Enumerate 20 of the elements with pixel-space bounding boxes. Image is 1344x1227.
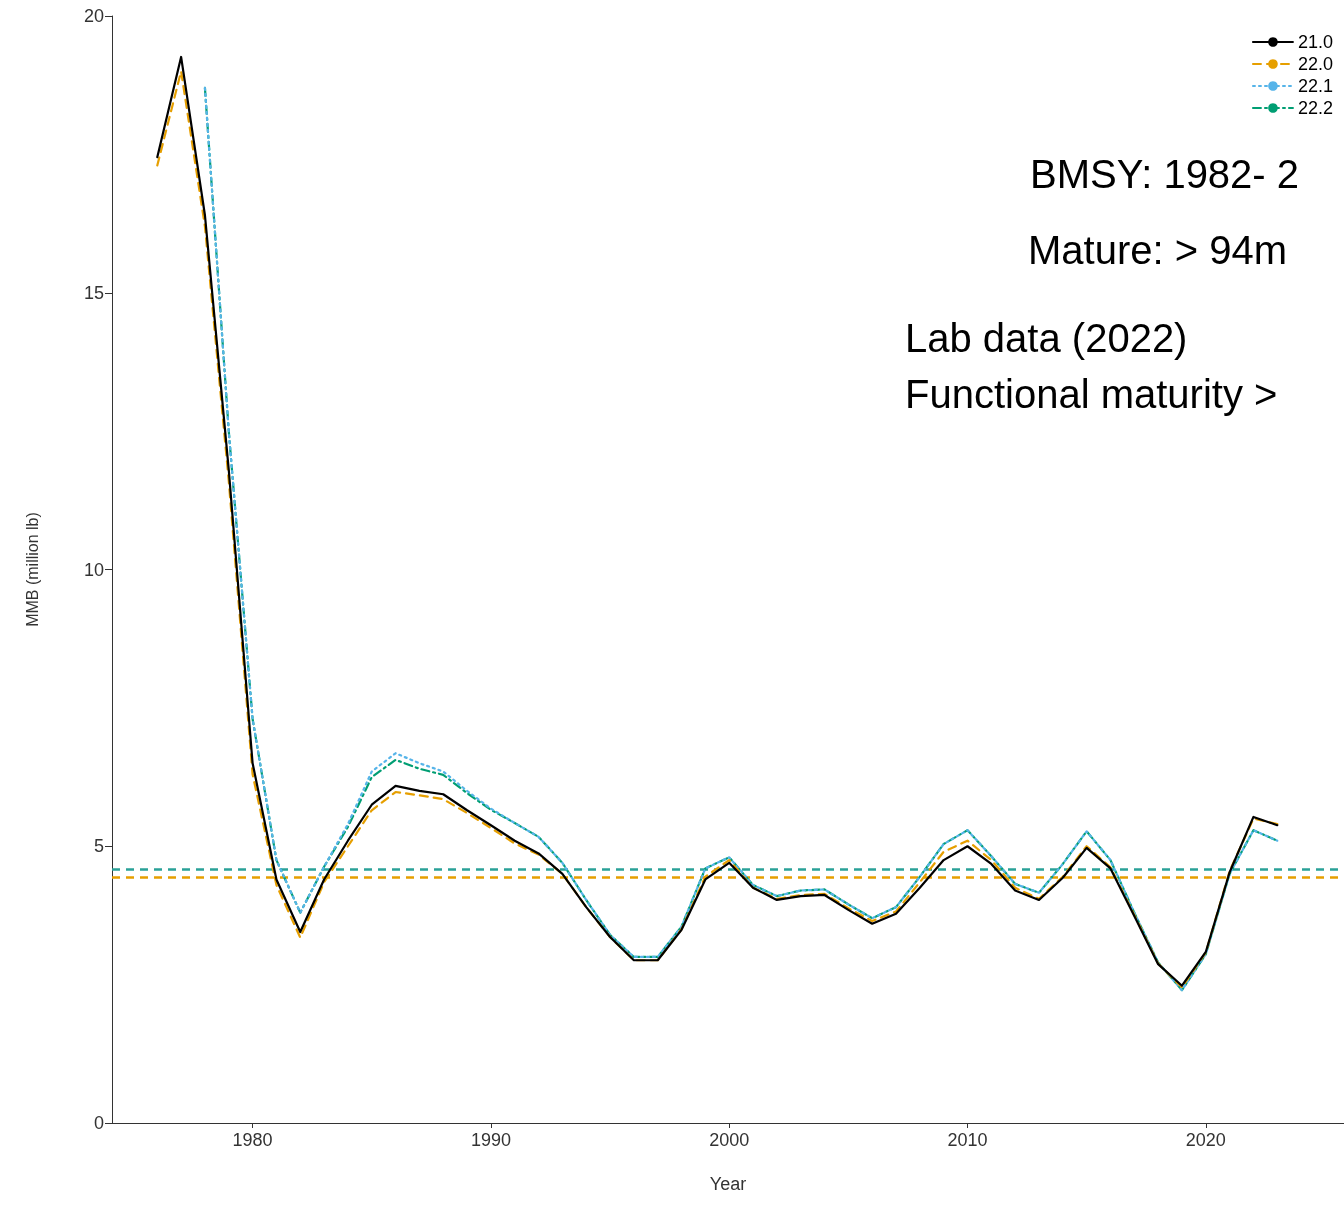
y-tick-label: 10 bbox=[83, 559, 104, 580]
x-tick-label: 2000 bbox=[709, 1130, 750, 1150]
x-tick-label: 1990 bbox=[470, 1130, 511, 1150]
x-tick-label: 1980 bbox=[232, 1130, 273, 1150]
legend-label: 21.0 bbox=[1297, 32, 1334, 52]
y-tick-label: 20 bbox=[83, 6, 104, 26]
y-tick-label: 0 bbox=[93, 1113, 104, 1133]
annotation: Lab data (2022) bbox=[905, 316, 1188, 360]
annotation: Mature: > 94m bbox=[1028, 228, 1288, 272]
legend-label: 22.1 bbox=[1297, 76, 1334, 96]
y-tick-label: 5 bbox=[93, 836, 104, 857]
y-axis-title: MMB (million lb) bbox=[23, 512, 41, 627]
x-tick-label: 2020 bbox=[1185, 1130, 1226, 1150]
x-axis-title: Year bbox=[709, 1174, 747, 1194]
annotation: Functional maturity > bbox=[905, 372, 1278, 416]
y-tick-label: 15 bbox=[83, 282, 104, 303]
annotation: BMSY: 1982- 2 bbox=[1030, 152, 1300, 196]
x-tick-label: 2010 bbox=[947, 1130, 988, 1150]
legend-label: 22.2 bbox=[1297, 98, 1334, 118]
legend-label: 22.0 bbox=[1297, 54, 1334, 74]
